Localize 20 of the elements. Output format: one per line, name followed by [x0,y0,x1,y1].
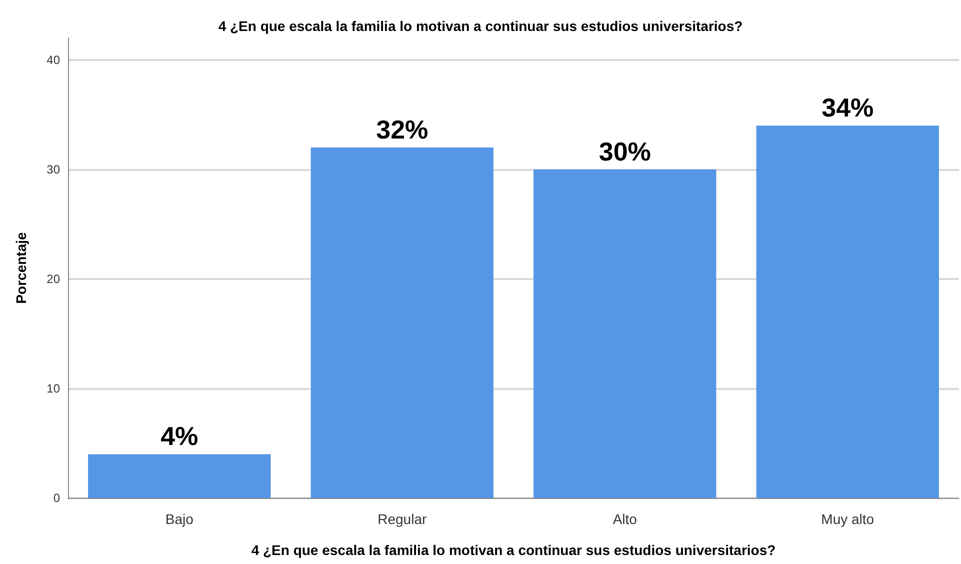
x-tick-label: Bajo [165,511,194,527]
y-tick-label: 30 [46,162,60,176]
y-axis-title: Porcentaje [13,232,29,304]
y-tick-label: 10 [46,381,60,396]
x-tick-label: Alto [612,511,638,527]
bar [310,148,494,498]
data-label: 30% [598,136,651,166]
data-label: 4% [160,421,198,452]
data-label: 34% [822,92,874,123]
y-tick-label: 40 [46,52,60,67]
bar [756,126,939,498]
x-tick-label: Regular [378,511,427,527]
data-label: 32% [376,114,428,145]
x-axis-title: 4 ¿En que escala la familia lo motivan a continuar sus estudios universitarios? [251,542,776,558]
y-tick-label: 20 [46,272,60,286]
bar [534,169,716,498]
x-tick-label: Muy alto [821,511,874,527]
chart-title: 4 ¿En que escala la familia lo motivan a continuar sus estudios universitarios? [218,18,743,34]
y-tick-label: 0 [53,491,60,505]
bar [88,454,271,498]
